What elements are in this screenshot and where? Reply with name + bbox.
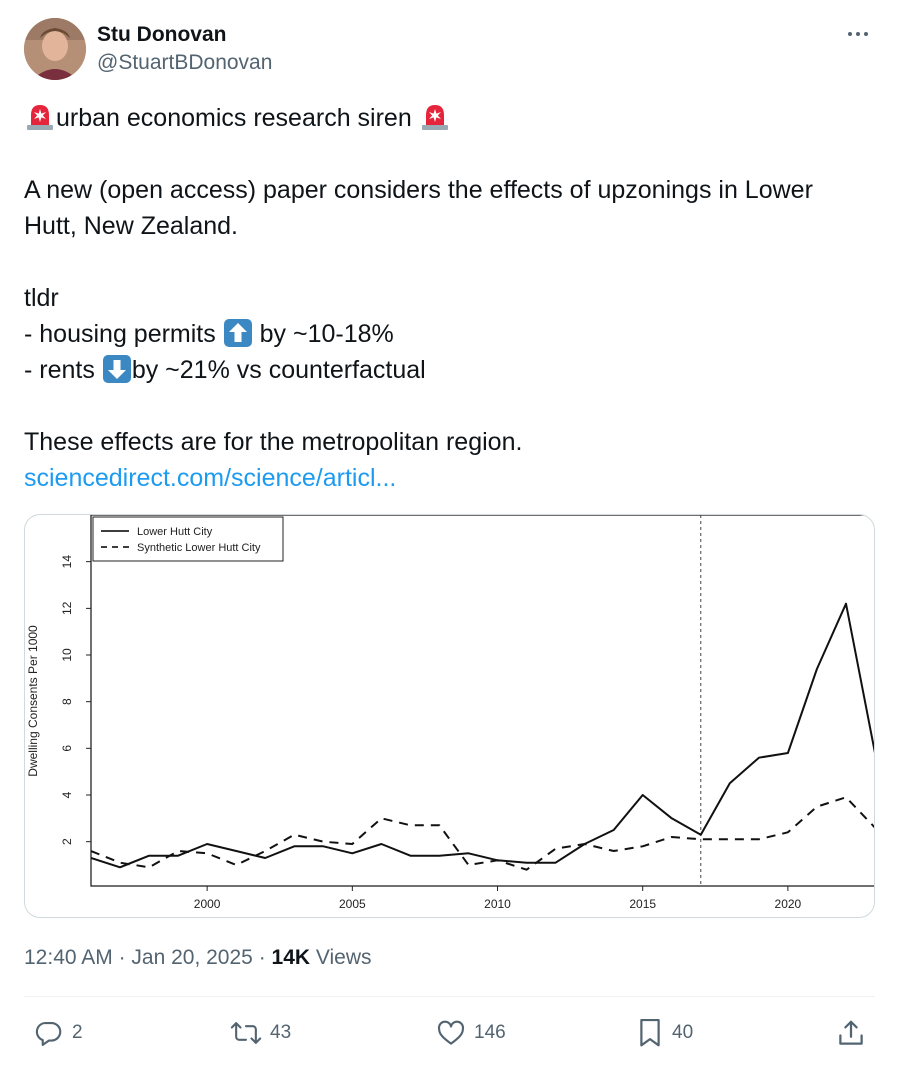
- y-tick-label: 12: [60, 601, 74, 615]
- tweet-meta: 12:40 AM · Jan 20, 2025 · 14K Views: [24, 946, 372, 969]
- tweet-date[interactable]: Jan 20, 2025: [131, 946, 253, 969]
- police-car-light-icon: [25, 101, 55, 141]
- reply-icon: [35, 1021, 62, 1046]
- repost-button[interactable]: 43: [230, 1016, 291, 1050]
- x-tick-label: 2005: [339, 897, 366, 911]
- heart-icon: [437, 1020, 465, 1045]
- tweet-line-1: urban economics research siren: [24, 100, 874, 136]
- divider: [24, 996, 875, 997]
- down-arrow-icon: [102, 355, 131, 393]
- legend: Lower Hutt City Synthetic Lower Hutt Cit…: [92, 516, 284, 562]
- reply-button[interactable]: 2: [34, 1016, 83, 1050]
- author-names: Stu Donovan @StuartBDonovan: [97, 22, 272, 78]
- bullet-2-before: - rents: [24, 356, 95, 384]
- tweet-line-2: A new (open access) paper considers the …: [24, 176, 813, 204]
- tweet-line-1-text: urban economics research siren: [56, 104, 412, 132]
- y-tick-label: 6: [60, 745, 74, 752]
- repost-icon: [230, 1022, 262, 1044]
- x-tick-label: 2015: [629, 897, 656, 911]
- bullet-1-before: - housing permits: [24, 320, 216, 348]
- bullet-1-after: by ~10-18%: [252, 320, 394, 348]
- like-count: 146: [474, 1022, 506, 1043]
- share-button[interactable]: [836, 1016, 866, 1050]
- more-dots-icon: [848, 32, 868, 36]
- y-tick-label: 10: [60, 648, 74, 662]
- bookmark-button[interactable]: 40: [636, 1016, 693, 1050]
- tweet-line-3: Hutt, New Zealand.: [24, 212, 238, 240]
- avatar[interactable]: [24, 18, 86, 80]
- legend-label-lower-hutt: Lower Hutt City: [137, 526, 213, 538]
- tweet-closing: These effects are for the metropolitan r…: [24, 428, 523, 456]
- tweet-bullet-2: - rents by ~21% vs counterfactual: [24, 352, 874, 388]
- handle[interactable]: @StuartBDonovan: [97, 51, 273, 74]
- x-tick-label: 2010: [484, 897, 511, 911]
- y-tick-label: 2: [60, 838, 74, 845]
- tweet-bullet-1: - housing permits by ~10-18%: [24, 316, 874, 352]
- display-name[interactable]: Stu Donovan: [97, 23, 227, 46]
- like-button[interactable]: 146: [436, 1016, 506, 1050]
- views-count: 14K: [271, 946, 311, 969]
- more-options-button[interactable]: [844, 20, 874, 46]
- tweet-header: Stu Donovan @StuartBDonovan: [24, 18, 874, 82]
- tweet-time[interactable]: 12:40 AM: [24, 946, 113, 969]
- y-tick-label: 4: [60, 791, 74, 798]
- bookmark-count: 40: [672, 1022, 694, 1043]
- bookmark-icon: [640, 1018, 660, 1047]
- share-icon: [839, 1020, 863, 1045]
- y-axis-label: Dwelling Consents Per 1000: [26, 625, 40, 777]
- series-line-lower-hutt-city: [91, 602, 874, 869]
- views-label: Views: [315, 946, 372, 969]
- tweet-text: urban economics research siren A new (op…: [24, 100, 874, 496]
- x-tick-label: 2020: [775, 897, 802, 911]
- x-tick-label: 2000: [194, 897, 221, 911]
- series-line-synthetic-lower-hutt-city: [91, 796, 874, 871]
- legend-label-synthetic: Synthetic Lower Hutt City: [137, 542, 261, 554]
- y-tick-label: 14: [60, 555, 74, 569]
- plot-frame: [90, 515, 874, 887]
- reply-count: 2: [72, 1022, 83, 1043]
- avatar-photo-icon: [24, 18, 86, 80]
- chart-image[interactable]: Dwelling Consents Per 1000 2000 2005 2010 2…: [24, 514, 875, 918]
- y-tick-label: 8: [60, 698, 74, 705]
- bullet-2-after: by ~21% vs counterfactual: [131, 356, 426, 384]
- article-link[interactable]: sciencedirect.com/science/articl...: [24, 464, 397, 492]
- police-car-light-icon: [420, 101, 450, 141]
- tweet-tldr: tldr: [24, 284, 59, 312]
- repost-count: 43: [270, 1022, 292, 1043]
- chart-svg: Dwelling Consents Per 1000 2000 2005 2010 2…: [26, 515, 874, 911]
- up-arrow-icon: [223, 319, 252, 357]
